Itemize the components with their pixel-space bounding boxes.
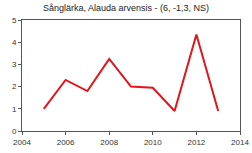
svg-text:Sånglärka, Alauda arvensis - (: Sånglärka, Alauda arvensis - (6, -1,3, N… [43,3,209,13]
svg-text:2008: 2008 [100,138,118,147]
svg-text:3: 3 [12,60,17,69]
svg-text:2012: 2012 [188,138,206,147]
svg-text:2004: 2004 [13,138,31,147]
svg-text:5: 5 [12,16,17,25]
svg-text:2006: 2006 [57,138,75,147]
svg-text:2010: 2010 [144,138,162,147]
svg-text:2: 2 [12,82,17,91]
svg-text:4: 4 [12,38,17,47]
svg-text:2014: 2014 [231,138,249,147]
svg-text:1: 1 [12,105,17,114]
svg-text:0: 0 [12,127,17,136]
